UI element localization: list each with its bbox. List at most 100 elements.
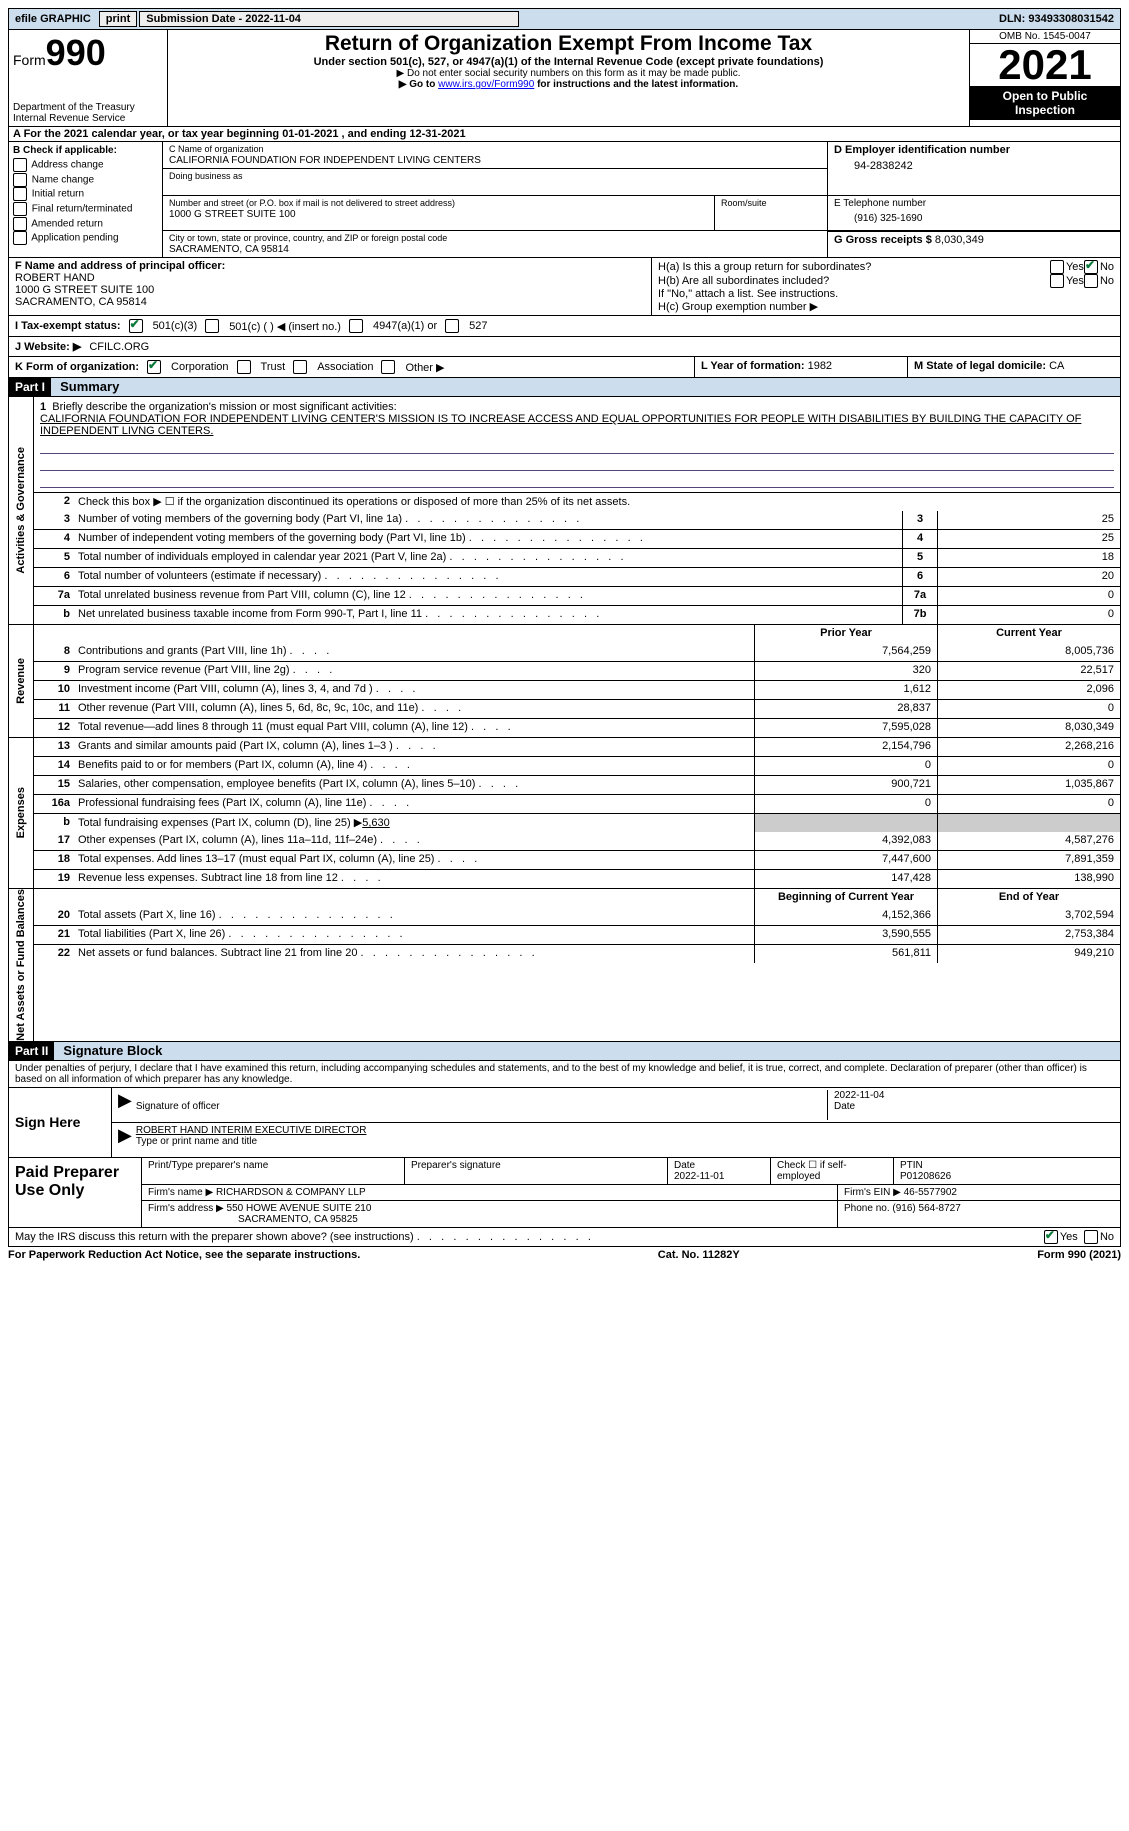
cb-501c[interactable] [205,319,219,333]
exp-line-15: 15Salaries, other compensation, employee… [34,775,1120,794]
firm-ein: 46-5577902 [904,1187,957,1198]
mission-text: CALIFORNIA FOUNDATION FOR INDEPENDENT LI… [40,413,1114,437]
firm-addr-label: Firm's address ▶ [148,1203,224,1214]
footer-pra: For Paperwork Reduction Act Notice, see … [8,1249,360,1261]
yes-label-2: Yes [1066,275,1084,287]
gov-line-6: 6Total number of volunteers (estimate if… [34,567,1120,586]
firm-phone-label: Phone no. [844,1203,890,1214]
penalties-statement: Under penalties of perjury, I declare th… [8,1061,1121,1088]
dba-label: Doing business as [169,171,243,181]
cb-label-3: Final return/terminated [32,204,133,215]
opt-other: Other ▶ [405,361,444,374]
exp-line-16a: 16aProfessional fundraising fees (Part I… [34,794,1120,813]
form-label: Form [13,52,46,68]
exp-line-19: 19Revenue less expenses. Subtract line 1… [34,869,1120,888]
cb-label-2: Initial return [32,189,84,200]
sidebar-revenue-label: Revenue [15,658,27,704]
current-year-header: Current Year [937,625,1120,643]
sidebar-expenses-label: Expenses [15,787,27,838]
signature-block: Sign Here ▶Signature of officer2022-11-0… [8,1088,1121,1158]
cb-label-1: Name change [32,174,94,185]
section-h: H(a) Is this a group return for subordin… [652,258,1120,315]
goto-prefix: ▶ Go to [399,79,438,90]
section-i: I Tax-exempt status: 501(c)(3) 501(c) ( … [8,316,1121,337]
part1-title: Summary [54,377,125,396]
no-label-2: No [1100,275,1114,287]
gov-line-4: 4Number of independent voting members of… [34,529,1120,548]
ein-label: D Employer identification number [834,144,1010,156]
no-label: No [1100,261,1114,273]
city-label: City or town, state or province, country… [169,233,447,243]
ha-no[interactable] [1084,260,1098,274]
website-value: CFILC.ORG [89,341,149,353]
hb-label: H(b) Are all subordinates included? [658,275,1050,287]
line16b-num: b [34,814,76,832]
discuss-yes[interactable] [1044,1230,1058,1244]
ha-label: H(a) Is this a group return for subordin… [658,261,1050,273]
sig-name: ROBERT HAND INTERIM EXECUTIVE DIRECTOR [136,1125,367,1136]
year-formation-label: L Year of formation: [701,360,805,372]
street-value: 1000 G STREET SUITE 100 [169,209,296,220]
checkbox-app-pending[interactable] [13,231,27,245]
form-note-ssn: ▶ Do not enter social security numbers o… [172,68,965,79]
domicile-value: CA [1049,360,1064,372]
cb-corp[interactable] [147,360,161,374]
ha-yes[interactable] [1050,260,1064,274]
checkbox-final-return[interactable] [13,202,27,216]
ptin-value: P01208626 [900,1171,951,1182]
domicile-label: M State of legal domicile: [914,360,1046,372]
rev-line-10: 10Investment income (Part VIII, column (… [34,680,1120,699]
sidebar-act-gov: Activities & Governance [9,397,34,624]
discuss-no-label: No [1100,1231,1114,1243]
cb-trust[interactable] [237,360,251,374]
prep-selfemp: Check ☐ if self-employed [771,1158,894,1184]
cb-527[interactable] [445,319,459,333]
rev-line-9: 9Program service revenue (Part VIII, lin… [34,661,1120,680]
cb-label-4: Amended return [31,218,103,229]
discuss-row: May the IRS discuss this return with the… [8,1228,1121,1247]
opt-trust: Trust [261,361,286,373]
discuss-no[interactable] [1084,1230,1098,1244]
section-bcdeg: B Check if applicable: Address change Na… [8,142,1121,258]
gov-line-b: bNet unrelated business taxable income f… [34,605,1120,624]
irs-link[interactable]: www.irs.gov/Form990 [438,79,534,90]
rev-line-11: 11Other revenue (Part VIII, column (A), … [34,699,1120,718]
rev-line-8: 8Contributions and grants (Part VIII, li… [34,643,1120,661]
sig-date-label: Date [834,1101,855,1112]
opt-501c: 501(c) ( ) ◀ (insert no.) [229,320,341,333]
phone-value: (916) 325-1690 [834,209,1114,228]
hb-no[interactable] [1084,274,1098,288]
prep-date: 2022-11-01 [674,1171,724,1182]
cb-other[interactable] [381,360,395,374]
exp-line-18: 18Total expenses. Add lines 13–17 (must … [34,850,1120,869]
suite-label: Room/suite [721,198,767,208]
checkbox-name-change[interactable] [13,173,27,187]
checkbox-address-change[interactable] [13,158,27,172]
firm-name-label: Firm's name ▶ [148,1187,213,1198]
cb-4947[interactable] [349,319,363,333]
prep-date-label: Date [674,1160,695,1171]
year-formation-value: 1982 [808,360,832,372]
form-link-line: ▶ Go to www.irs.gov/Form990 for instruct… [172,79,965,90]
exp-line-17: 17Other expenses (Part IX, column (A), l… [34,832,1120,850]
sig-name-label: Type or print name and title [136,1136,257,1147]
cb-501c3[interactable] [129,319,143,333]
hb-yes[interactable] [1050,274,1064,288]
boy-header: Beginning of Current Year [754,889,937,907]
officer-label: F Name and address of principal officer: [15,260,225,272]
city-value: SACRAMENTO, CA 95814 [169,244,289,255]
form-header: Form990 Department of the Treasury Inter… [8,30,1121,127]
gov-line-3: 3Number of voting members of the governi… [34,511,1120,529]
print-button[interactable]: print [99,11,137,27]
section-a-text: A For the 2021 calendar year, or tax yea… [13,128,466,140]
website-label: J Website: ▶ [15,340,81,353]
cb-label-5: Application pending [31,233,118,244]
section-klm: K Form of organization: Corporation Trus… [8,357,1121,378]
checkbox-initial-return[interactable] [13,187,27,201]
footer-cat: Cat. No. 11282Y [658,1249,740,1261]
form-subtitle: Under section 501(c), 527, or 4947(a)(1)… [172,56,965,68]
sidebar-net: Net Assets or Fund Balances [9,889,34,1041]
cb-assoc[interactable] [293,360,307,374]
section-fh: F Name and address of principal officer:… [8,258,1121,316]
checkbox-amended[interactable] [13,217,27,231]
